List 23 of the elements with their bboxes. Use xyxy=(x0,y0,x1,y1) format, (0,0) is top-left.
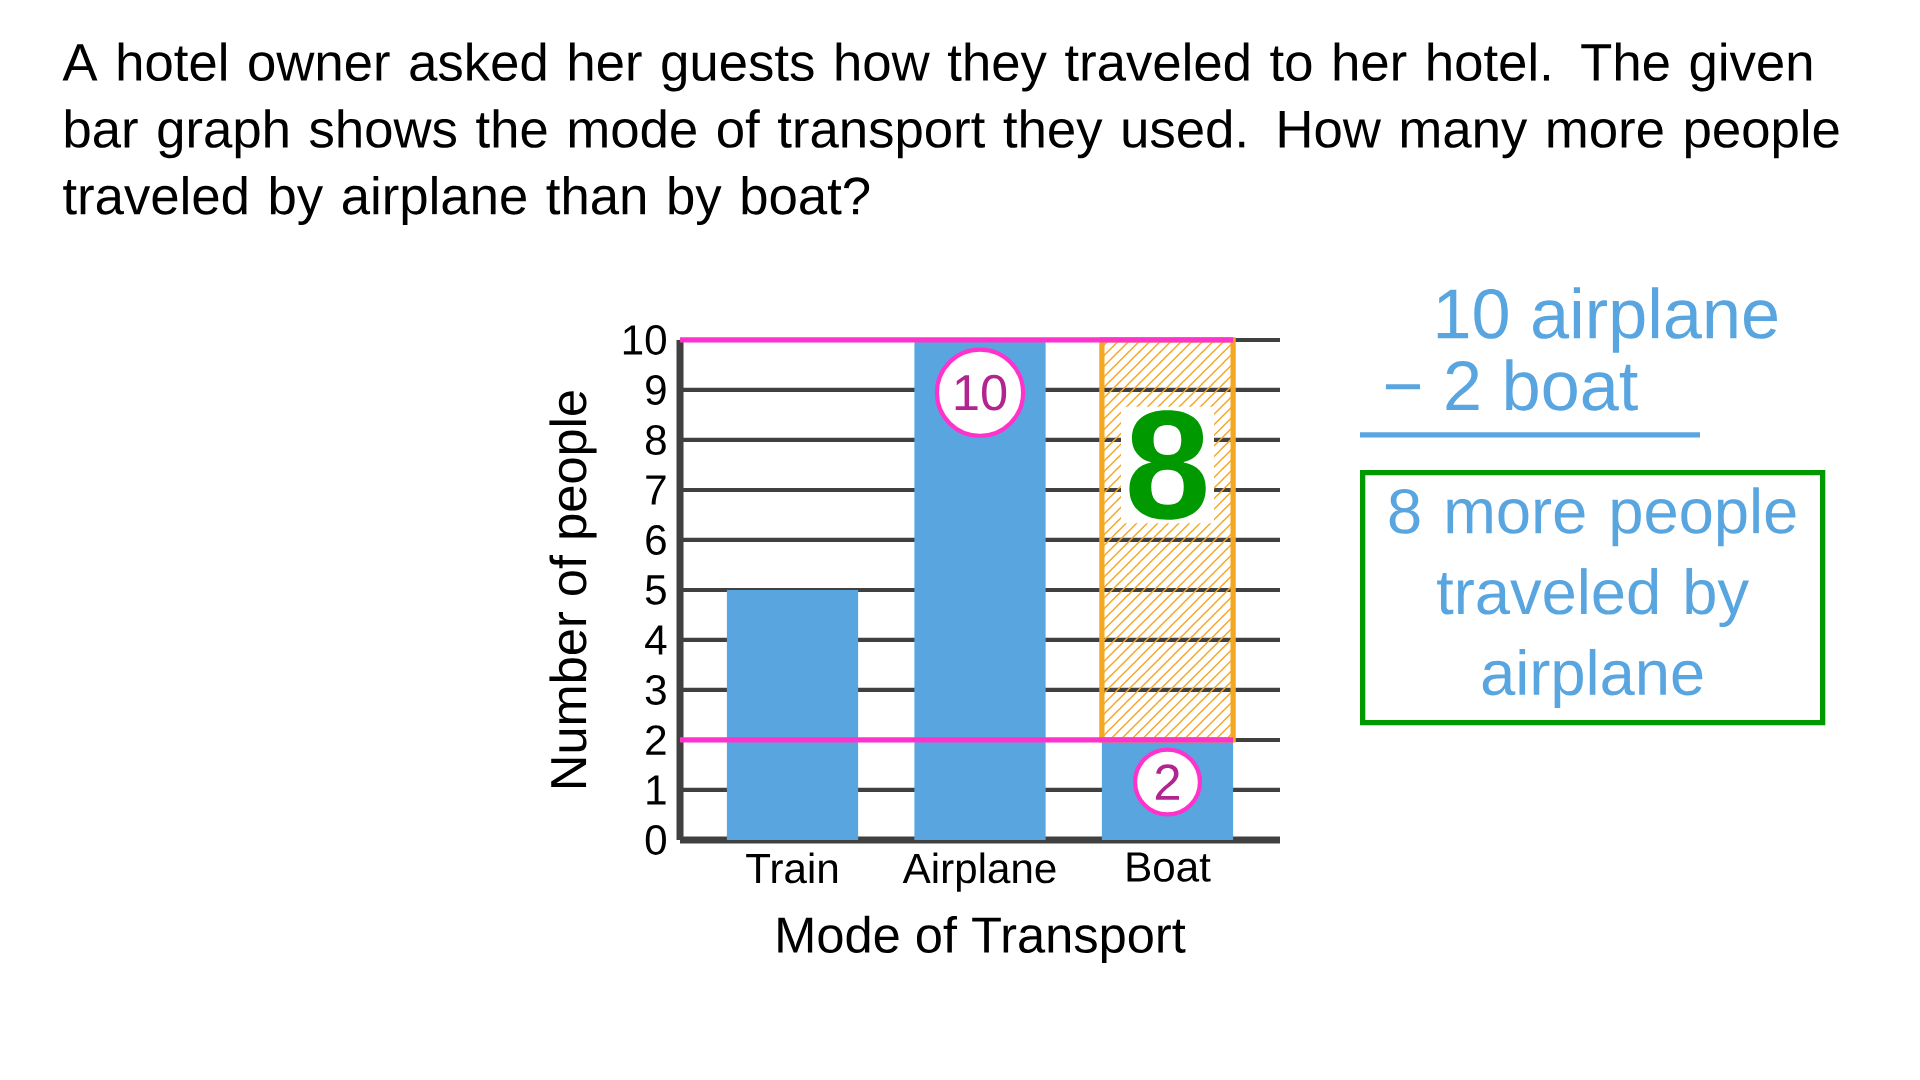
y-tick-label: 6 xyxy=(646,525,666,555)
y-tick-label: 5 xyxy=(645,575,666,605)
y-tick-label: 8 xyxy=(645,425,666,455)
y-tick-label: 2 xyxy=(646,725,666,755)
data-label: 8 xyxy=(1129,410,1206,520)
chart-title: A hotel owner asked her guests how they traveled to her hotel. The given bar graph shows the mode of transport they used. How many more people traveled by airplane than by boat? xyxy=(62,42,1839,226)
text: 10 airplane xyxy=(1437,287,1777,353)
y-tick-label: 4 xyxy=(645,625,667,655)
x-tick-label: Boat xyxy=(1127,852,1211,882)
y-tick-label: 9 xyxy=(646,375,666,405)
x-tick-label: Train xyxy=(746,852,838,884)
y-tick-label: 0 xyxy=(645,825,666,855)
text: 8 more people traveled by airplane xyxy=(1389,487,1796,708)
data-label: 10 xyxy=(955,374,1007,411)
data-label: 2 xyxy=(1155,764,1180,800)
text: − 2 boat xyxy=(1385,359,1638,411)
y-tick-label: 3 xyxy=(645,675,666,705)
y-tick-label: 1 xyxy=(647,775,666,805)
y-tick-label: 10 xyxy=(623,325,666,355)
x-axis-title: Mode of Transport xyxy=(778,915,1186,964)
y-axis-title: Number of people xyxy=(549,391,597,788)
y-tick-label: 7 xyxy=(646,475,666,505)
x-tick-label: Airplane xyxy=(902,852,1056,892)
